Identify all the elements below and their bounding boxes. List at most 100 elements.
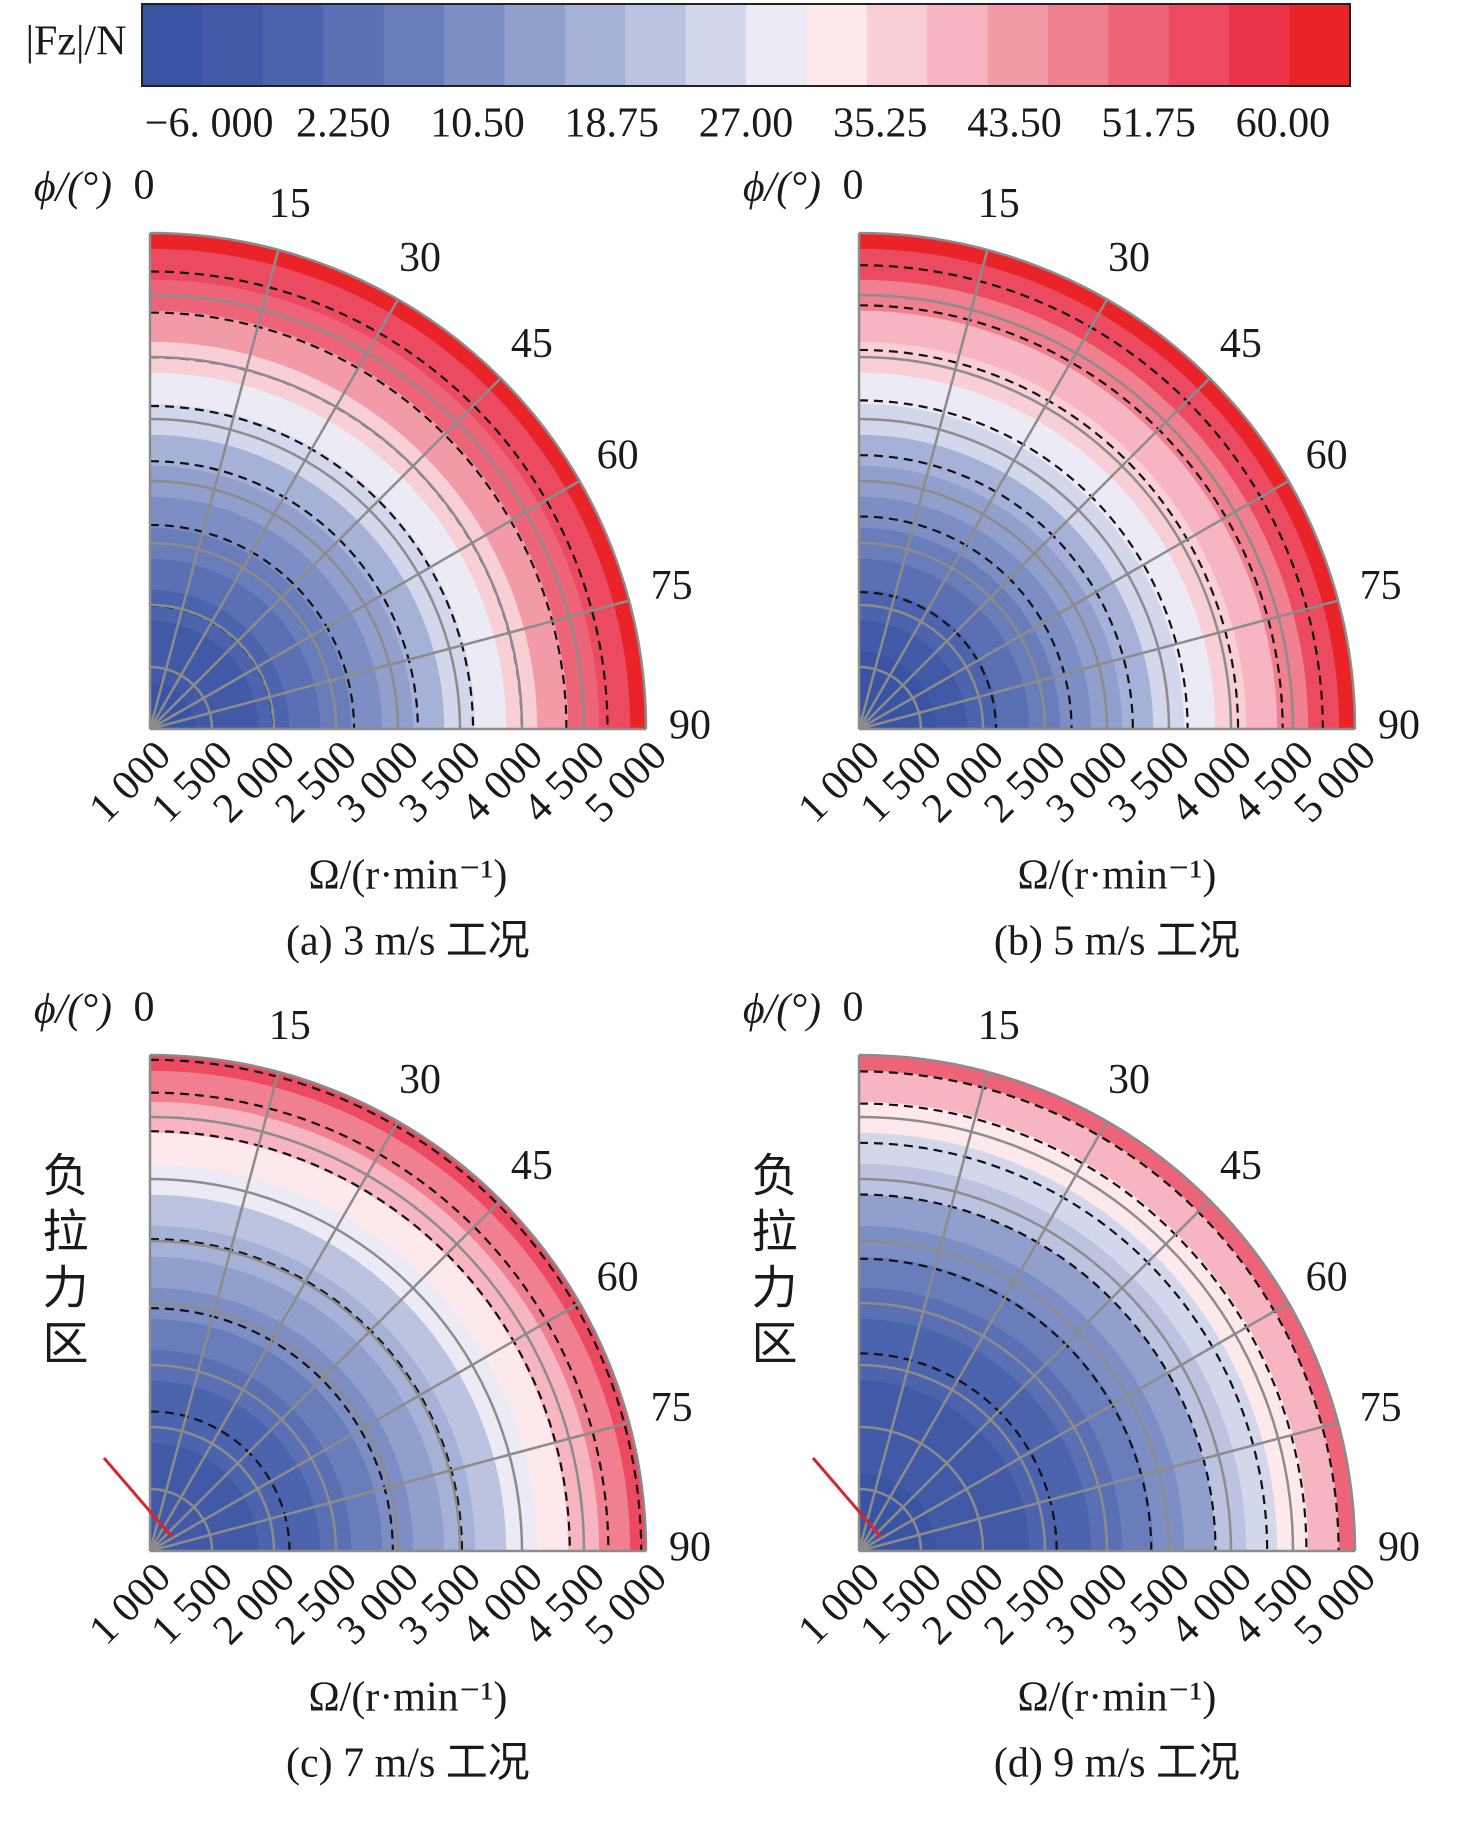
theta-tick-label: 0 (134, 985, 155, 1031)
colorbar-band (564, 4, 626, 86)
grid-spoke (858, 599, 1339, 731)
theta-tick-label: 90 (669, 703, 711, 749)
grid-spoke (858, 1421, 1339, 1553)
colorbar-band (987, 4, 1049, 86)
theta-tick-label: 30 (399, 1057, 441, 1103)
contour-line (149, 270, 609, 730)
theta-tick-label: 75 (651, 1385, 693, 1431)
theta-tick-label: 60 (597, 1255, 639, 1301)
r-axis-label: Ω/(r·min⁻¹) (1017, 1675, 1216, 1721)
colorbar-band (1048, 4, 1109, 86)
theta-tick-label: 60 (1306, 1255, 1348, 1301)
colorbar-band (383, 4, 445, 86)
colorbar-tick-label: −6. 000 (145, 101, 274, 147)
contour-line (149, 1091, 610, 1552)
grid-spoke (858, 479, 1290, 731)
theta-tick-label: 75 (1360, 1385, 1402, 1431)
r-axis-label: Ω/(r·min⁻¹) (1017, 853, 1216, 899)
contour-line (149, 523, 356, 730)
colorbar-band (866, 4, 928, 86)
theta-tick-label: 15 (269, 181, 311, 227)
colorbar-band (504, 4, 566, 86)
grid-spoke (149, 1301, 581, 1553)
colorbar-band (1229, 4, 1291, 86)
grid-spoke (857, 1071, 989, 1552)
colorbar-band (202, 4, 264, 86)
theta-tick-label: 45 (511, 321, 553, 367)
colorbar-band (142, 4, 203, 86)
theta-tick-label: 45 (1220, 1143, 1262, 1189)
grid-spoke (148, 1120, 400, 1552)
panel-title: (c) 7 m/s 工况 (286, 1741, 530, 1787)
theta-tick-label: 15 (978, 181, 1020, 227)
grid-spoke (149, 1421, 630, 1553)
colorbar-label: |Fz|/N (26, 19, 127, 65)
colorbar-tick-label: 27.00 (699, 101, 794, 147)
grid-spoke (149, 599, 630, 731)
grid-spoke (148, 249, 280, 730)
theta-tick-label: 90 (1378, 1525, 1420, 1571)
colorbar-tick-label: 43.50 (967, 101, 1062, 147)
theta-tick-label: 75 (651, 563, 693, 609)
colorbar-band (444, 4, 505, 86)
colorbar-band (927, 4, 989, 86)
theta-tick-label: 0 (134, 163, 155, 209)
theta-tick-label: 90 (1378, 703, 1420, 749)
grid-spoke (857, 298, 1109, 730)
colorbar-frame (141, 3, 1351, 87)
colorbar-band (625, 4, 687, 86)
contour-line (149, 1130, 571, 1552)
colorbar-tick-label: 60.00 (1236, 101, 1331, 147)
colorbar-band (746, 4, 807, 86)
annotation-arrow (811, 1457, 883, 1538)
annotation: 负拉力区 (37, 1151, 88, 1375)
contour-line (858, 1193, 1217, 1552)
contour-line (149, 311, 568, 730)
grid-spoke (149, 479, 581, 731)
colorbar-tick-label: 18.75 (565, 101, 660, 147)
colorbar-band (1168, 4, 1230, 86)
grid-spoke (858, 377, 1211, 730)
colorbar-band (1289, 4, 1351, 86)
theta-tick-label: 30 (1108, 1057, 1150, 1103)
theta-tick-label: 15 (269, 1003, 311, 1049)
theta-axis-label: ϕ/(°) (743, 165, 821, 211)
theta-tick-label: 45 (1220, 321, 1262, 367)
r-axis-label: Ω/(r·min⁻¹) (308, 853, 507, 899)
theta-axis-label: ϕ/(°) (743, 987, 821, 1033)
annotation-arrow (102, 1457, 174, 1538)
grid-spoke (148, 298, 400, 730)
annotation: 负拉力区 (746, 1151, 797, 1375)
grid-spoke (148, 1071, 280, 1552)
panel-title: (d) 9 m/s 工况 (994, 1741, 1240, 1787)
theta-tick-label: 0 (843, 985, 864, 1031)
colorbar-tick-label: 51.75 (1101, 101, 1196, 147)
panel-title: (b) 5 m/s 工况 (994, 919, 1240, 965)
colorbar-band (806, 4, 868, 86)
theta-tick-label: 60 (597, 433, 639, 479)
colorbar-tick-label: 35.25 (833, 101, 928, 147)
grid-spoke (858, 1199, 1211, 1552)
grid-spoke (858, 1301, 1290, 1553)
colorbar-band (685, 4, 747, 86)
theta-axis-label: ϕ/(°) (34, 165, 112, 211)
theta-tick-label: 90 (669, 1525, 711, 1571)
panel-title: (a) 3 m/s 工况 (286, 919, 530, 965)
grid-spoke (857, 249, 989, 730)
colorbar-tick-label: 10.50 (430, 101, 525, 147)
theta-tick-label: 0 (843, 163, 864, 209)
theta-tick-label: 45 (511, 1143, 553, 1189)
theta-tick-label: 60 (1306, 433, 1348, 479)
theta-tick-label: 75 (1360, 563, 1402, 609)
grid-spoke (149, 1199, 502, 1552)
theta-tick-label: 15 (978, 1003, 1020, 1049)
colorbar-tick-label: 2.250 (296, 101, 391, 147)
grid-spoke (149, 377, 502, 730)
theta-axis-label: ϕ/(°) (34, 987, 112, 1033)
theta-tick-label: 30 (399, 235, 441, 281)
